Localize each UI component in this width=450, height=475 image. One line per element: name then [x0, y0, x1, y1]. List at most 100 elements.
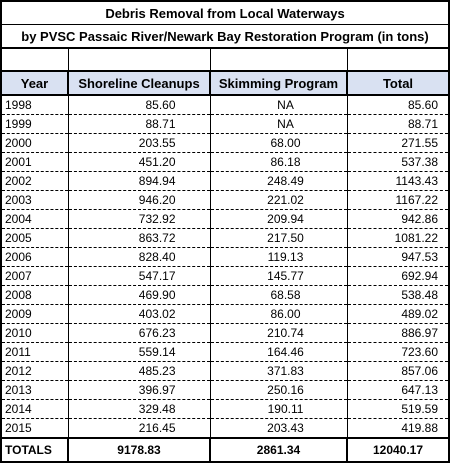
table-row: 2013 396.97 250.16 647.13 — [0, 380, 450, 400]
blank-cell[interactable] — [67, 47, 211, 72]
column-header-skimming[interactable]: Skimming Program — [209, 70, 348, 96]
total-cell[interactable]: 1143.43 — [346, 171, 450, 191]
total-cell[interactable]: 886.97 — [346, 323, 450, 343]
column-header-shoreline[interactable]: Shoreline Cleanups — [67, 70, 211, 96]
skimming-cell[interactable]: 119.13 — [209, 247, 348, 267]
skimming-cell[interactable]: 210.74 — [209, 323, 348, 343]
year-cell[interactable]: 2013 — [0, 380, 69, 400]
skimming-cell[interactable]: 164.46 — [209, 342, 348, 362]
total-cell[interactable]: 947.53 — [346, 247, 450, 267]
shoreline-cell[interactable]: 946.20 — [67, 190, 211, 210]
total-cell[interactable]: 489.02 — [346, 304, 450, 324]
year-cell[interactable]: 2006 — [0, 247, 69, 267]
total-cell[interactable]: 519.59 — [346, 399, 450, 419]
shoreline-cell[interactable]: 329.48 — [67, 399, 211, 419]
shoreline-cell[interactable]: 559.14 — [67, 342, 211, 362]
skimming-cell[interactable]: 145.77 — [209, 266, 348, 286]
total-cell[interactable]: 271.55 — [346, 133, 450, 153]
skimming-cell[interactable]: NA — [209, 95, 348, 115]
shoreline-cell[interactable]: 828.40 — [67, 247, 211, 267]
shoreline-cell[interactable]: 88.71 — [67, 114, 211, 134]
total-cell[interactable]: 647.13 — [346, 380, 450, 400]
total-cell[interactable]: 723.60 — [346, 342, 450, 362]
column-header-year[interactable]: Year — [0, 70, 69, 96]
skimming-cell[interactable]: 203.43 — [209, 418, 348, 439]
shoreline-cell[interactable]: 469.90 — [67, 285, 211, 305]
skimming-cell[interactable]: 248.49 — [209, 171, 348, 191]
shoreline-cell[interactable]: 85.60 — [67, 95, 211, 115]
total-cell[interactable]: 1167.22 — [346, 190, 450, 210]
total-cell[interactable]: 857.06 — [346, 361, 450, 381]
year-cell[interactable]: 2014 — [0, 399, 69, 419]
shoreline-cell[interactable]: 403.02 — [67, 304, 211, 324]
shoreline-cell[interactable]: 203.55 — [67, 133, 211, 153]
year-cell[interactable]: 2000 — [0, 133, 69, 153]
year-cell[interactable]: 2015 — [0, 418, 69, 439]
table-subtitle: by PVSC Passaic River/Newark Bay Restora… — [0, 24, 450, 49]
total-cell[interactable]: 537.38 — [346, 152, 450, 172]
shoreline-cell[interactable]: 676.23 — [67, 323, 211, 343]
spreadsheet-table: Debris Removal from Local Waterways by P… — [0, 0, 450, 463]
skimming-cell[interactable]: 190.11 — [209, 399, 348, 419]
year-cell[interactable]: 2008 — [0, 285, 69, 305]
skimming-cell[interactable]: 371.83 — [209, 361, 348, 381]
shoreline-cell[interactable]: 863.72 — [67, 228, 211, 248]
table-row: 2012 485.23 371.83 857.06 — [0, 361, 450, 381]
year-cell[interactable]: 2004 — [0, 209, 69, 229]
year-cell[interactable]: 2007 — [0, 266, 69, 286]
skimming-cell[interactable]: 217.50 — [209, 228, 348, 248]
blank-cell[interactable] — [209, 47, 348, 72]
total-cell[interactable]: 942.86 — [346, 209, 450, 229]
blank-row — [0, 47, 450, 72]
total-cell[interactable]: 692.94 — [346, 266, 450, 286]
subtitle-row: by PVSC Passaic River/Newark Bay Restora… — [0, 24, 450, 49]
totals-row: TOTALS 9178.83 2861.34 12040.17 — [0, 437, 450, 463]
totals-shoreline-cell[interactable]: 9178.83 — [67, 437, 211, 463]
year-cell[interactable]: 2002 — [0, 171, 69, 191]
table-row: 2004 732.92 209.94 942.86 — [0, 209, 450, 229]
shoreline-cell[interactable]: 485.23 — [67, 361, 211, 381]
shoreline-cell[interactable]: 894.94 — [67, 171, 211, 191]
table-row: 2007 547.17 145.77 692.94 — [0, 266, 450, 286]
total-cell[interactable]: 88.71 — [346, 114, 450, 134]
total-cell[interactable]: 538.48 — [346, 285, 450, 305]
table-row: 2001 451.20 86.18 537.38 — [0, 152, 450, 172]
table-row: 2003 946.20 221.02 1167.22 — [0, 190, 450, 210]
table-row: 2002 894.94 248.49 1143.43 — [0, 171, 450, 191]
totals-skimming-cell[interactable]: 2861.34 — [209, 437, 348, 463]
year-cell[interactable]: 2012 — [0, 361, 69, 381]
shoreline-cell[interactable]: 396.97 — [67, 380, 211, 400]
year-cell[interactable]: 2011 — [0, 342, 69, 362]
shoreline-cell[interactable]: 216.45 — [67, 418, 211, 439]
total-cell[interactable]: 85.60 — [346, 95, 450, 115]
year-cell[interactable]: 2003 — [0, 190, 69, 210]
skimming-cell[interactable]: 209.94 — [209, 209, 348, 229]
totals-total-cell[interactable]: 12040.17 — [345, 437, 450, 463]
year-cell[interactable]: 1998 — [0, 95, 69, 115]
year-cell[interactable]: 2009 — [0, 304, 69, 324]
year-cell[interactable]: 2005 — [0, 228, 69, 248]
skimming-cell[interactable]: 86.18 — [209, 152, 348, 172]
shoreline-cell[interactable]: 451.20 — [67, 152, 211, 172]
totals-label[interactable]: TOTALS — [0, 437, 69, 463]
blank-cell[interactable] — [346, 47, 450, 72]
skimming-cell[interactable]: 86.00 — [209, 304, 348, 324]
total-cell[interactable]: 1081.22 — [346, 228, 450, 248]
skimming-cell[interactable]: 68.00 — [209, 133, 348, 153]
year-cell[interactable]: 2001 — [0, 152, 69, 172]
skimming-cell[interactable]: 221.02 — [209, 190, 348, 210]
skimming-cell[interactable]: NA — [209, 114, 348, 134]
table-row: 2010 676.23 210.74 886.97 — [0, 323, 450, 343]
column-header-total[interactable]: Total — [345, 70, 450, 96]
skimming-cell[interactable]: 250.16 — [209, 380, 348, 400]
blank-cell[interactable] — [0, 47, 69, 72]
table-row: 2014 329.48 190.11 519.59 — [0, 399, 450, 419]
shoreline-cell[interactable]: 732.92 — [67, 209, 211, 229]
year-cell[interactable]: 1999 — [0, 114, 69, 134]
total-cell[interactable]: 419.88 — [346, 418, 450, 439]
table-row: 2000 203.55 68.00 271.55 — [0, 133, 450, 153]
skimming-cell[interactable]: 68.58 — [209, 285, 348, 305]
table-row: 2009 403.02 86.00 489.02 — [0, 304, 450, 324]
shoreline-cell[interactable]: 547.17 — [67, 266, 211, 286]
year-cell[interactable]: 2010 — [0, 323, 69, 343]
